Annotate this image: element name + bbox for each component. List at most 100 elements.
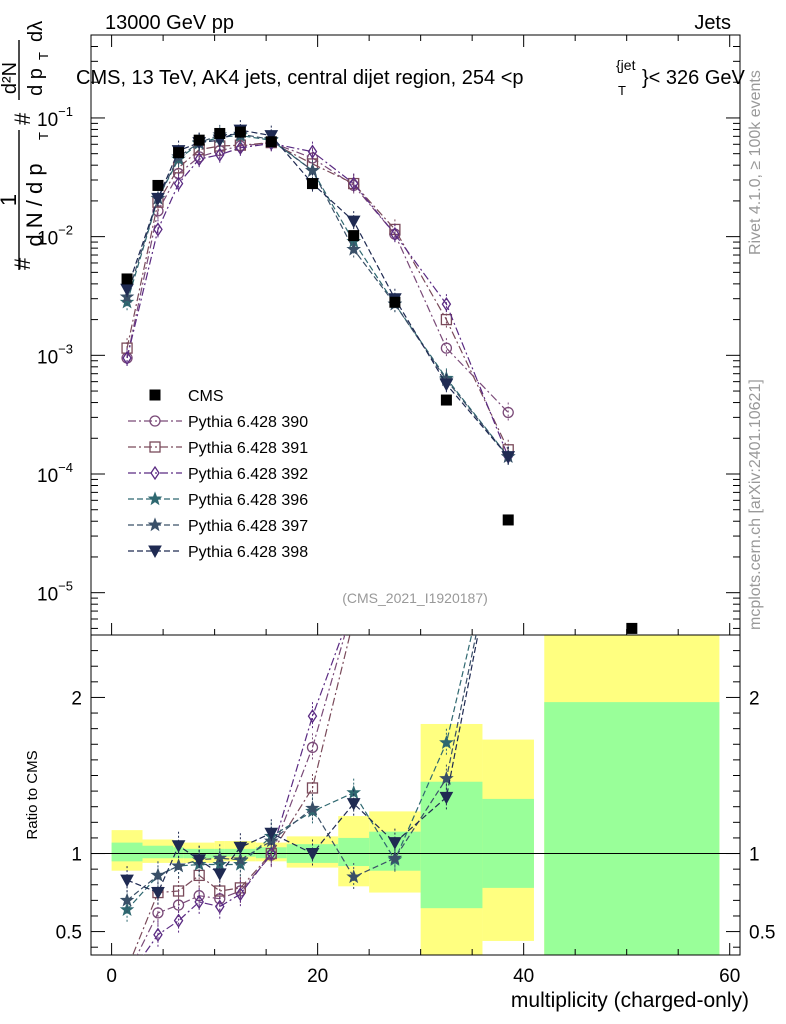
series-marker-ratio-2 — [153, 927, 163, 942]
stat-band-12 — [544, 702, 720, 955]
cms-data-point — [626, 622, 638, 634]
series-line-main-1 — [126, 141, 509, 451]
series-marker-ratio-4 — [346, 869, 362, 884]
main-axis-ticks: 10−510−410−310−210−1 — [37, 34, 740, 635]
cms-data-point — [121, 273, 133, 285]
series-marker-main-5 — [151, 192, 165, 206]
series-marker-ratio-5 — [151, 887, 165, 900]
series-marker-ratio-5 — [502, 474, 514, 485]
y-tick-label-main: 10−4 — [37, 460, 73, 487]
x-tick-label: 40 — [513, 966, 534, 987]
ylabel-frac-top-2: d²N — [0, 62, 21, 94]
legend-label-cms: CMS — [188, 388, 224, 405]
series-marker-ratio-2 — [504, 473, 512, 485]
series-marker-ratio-4 — [439, 770, 454, 785]
ylabel-mid: # — [10, 112, 35, 125]
ratio-tick-label-left: 2 — [71, 688, 82, 709]
ylabel-prefix: # — [10, 257, 35, 270]
series-marker-ratio-1 — [441, 255, 451, 265]
cms-data-point — [348, 230, 360, 242]
analysis-watermark: (CMS_2021_I1920187) — [342, 590, 488, 606]
series-marker-main-0 — [502, 406, 514, 419]
plot-title-sup: {jet — [616, 57, 636, 73]
series-marker-ratio-2 — [391, 426, 399, 438]
series-line-main-3 — [126, 134, 509, 458]
stat-band-1 — [142, 845, 174, 859]
ylabel-frac-bottom-2: d p — [25, 68, 47, 96]
y-tick-label-main: 10−3 — [37, 341, 73, 368]
ylabel-sub-t1: T — [36, 132, 51, 140]
series-marker-ratio-2 — [307, 708, 318, 724]
series-marker-ratio-5 — [171, 840, 186, 853]
main-ylabel: # 1 d N / d p T # d²N d p T dλ — [0, 21, 51, 270]
series-marker-ratio-0 — [390, 427, 400, 437]
ratio-tick-label-right: 1 — [749, 845, 760, 866]
legend-marker-0 — [149, 415, 161, 427]
series-marker-main-4 — [305, 162, 320, 177]
series-marker-main-2 — [194, 151, 204, 167]
series-marker-main-2 — [173, 176, 184, 191]
main-series — [119, 120, 516, 467]
legend-label-2: Pythia 6.428 392 — [188, 466, 308, 483]
series-marker-ratio-4 — [305, 800, 320, 815]
series-line-ratio-5 — [126, 635, 479, 894]
stat-band-11 — [482, 798, 534, 888]
series-marker-ratio-1 — [214, 885, 226, 897]
legend-marker-5 — [148, 545, 162, 559]
series-marker-ratio-4 — [502, 472, 514, 484]
series-marker-ratio-4 — [119, 892, 135, 907]
side-text-top: Rivet 4.1.0, ≥ 100k events — [747, 70, 764, 255]
series-marker-ratio-5 — [439, 791, 454, 805]
ylabel-frac-top-1: 1 — [0, 194, 21, 206]
series-line-main-4 — [126, 133, 509, 458]
series-marker-ratio-2 — [266, 846, 277, 861]
series-marker-ratio-0 — [306, 741, 319, 754]
stat-band-0 — [111, 842, 143, 862]
series-marker-ratio-5 — [233, 841, 248, 855]
cms-data-point — [502, 514, 514, 526]
series-marker-ratio-5 — [120, 874, 134, 888]
series-marker-ratio-1 — [122, 964, 132, 974]
series-marker-ratio-5 — [264, 827, 279, 841]
series-marker-ratio-1 — [349, 614, 359, 624]
legend-label-1: Pythia 6.428 391 — [188, 440, 308, 457]
legend: CMS Pythia 6.428 390 Pythia 6.428 391 Pythi… — [128, 388, 308, 561]
series-line-main-2 — [126, 142, 509, 457]
legend-label-5: Pythia 6.428 398 — [188, 544, 308, 561]
ratio-tick-label-right: 2 — [749, 688, 760, 709]
series-marker-main-2 — [307, 144, 318, 159]
stat-band-10 — [420, 781, 483, 909]
series-marker-main-5 — [501, 451, 516, 464]
series-marker-main-2 — [390, 226, 400, 242]
series-marker-main-2 — [441, 296, 452, 312]
ratio-ylabel: Ratio to CMS — [24, 750, 41, 839]
series-marker-ratio-3 — [119, 902, 135, 916]
legend-label-0: Pythia 6.428 390 — [188, 414, 308, 431]
series-marker-main-4 — [346, 241, 362, 256]
ratio-axis-ticks: 0 20 40 60 0.5 0.5 1 1 2 2 — [56, 634, 775, 987]
cms-data-point — [193, 134, 205, 146]
legend-marker-1 — [149, 441, 161, 453]
series-marker-ratio-4 — [171, 858, 186, 873]
header-left: 13000 GeV pp — [105, 12, 234, 34]
series-marker-ratio-1 — [172, 885, 185, 897]
cms-data-point — [306, 178, 318, 190]
series-marker-ratio-4 — [150, 867, 166, 882]
series-marker-main-2 — [153, 222, 163, 237]
ylabel-sub-t2: T — [36, 52, 51, 60]
series-marker-ratio-5 — [305, 848, 320, 861]
series-marker-ratio-5 — [212, 868, 227, 881]
cms-data-point — [173, 147, 185, 159]
y-tick-label-main: 10−5 — [37, 579, 73, 606]
series-marker-ratio-1 — [390, 380, 400, 390]
legend-label-4: Pythia 6.428 397 — [188, 518, 308, 535]
series-marker-main-2 — [214, 147, 225, 162]
series-line-main-5 — [126, 129, 509, 458]
legend-marker-4 — [147, 517, 163, 532]
series-marker-ratio-2 — [123, 972, 131, 984]
series-marker-main-5 — [264, 130, 279, 143]
series-marker-main-2 — [122, 350, 132, 366]
main-data-points — [121, 126, 638, 634]
ratio-series — [119, 255, 514, 984]
legend-marker-2 — [150, 465, 160, 481]
